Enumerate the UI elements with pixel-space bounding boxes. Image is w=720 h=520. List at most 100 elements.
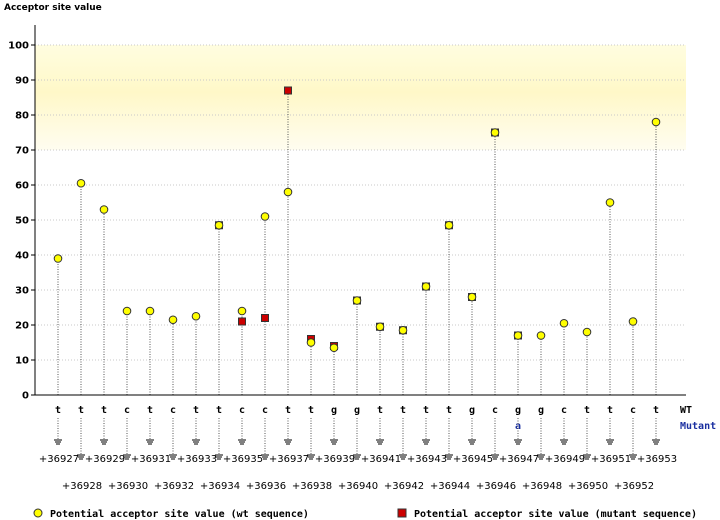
position-label: +36935 — [223, 454, 263, 465]
legend: Potential acceptor site value (wt sequen… — [33, 508, 697, 520]
position-label: +36945 — [453, 454, 493, 465]
wt-row-label: WT — [680, 405, 692, 416]
wt-base: t — [400, 405, 406, 416]
position-label: +36931 — [131, 454, 171, 465]
wt-point — [628, 317, 638, 326]
wt-base: c — [124, 405, 130, 416]
mutant-point — [261, 314, 269, 322]
wt-point — [490, 128, 500, 137]
wt-point — [559, 318, 569, 328]
y-tick-label: 20 — [15, 321, 29, 332]
wt-point — [536, 331, 546, 340]
wt-base: c — [239, 405, 245, 416]
wt-point — [145, 306, 155, 316]
mutant-row-label: Mutant — [680, 421, 716, 432]
wt-base: t — [653, 405, 659, 416]
legend-wt-label: Potential acceptor site value (wt sequen… — [50, 508, 309, 520]
y-tick-label: 10 — [15, 356, 29, 367]
wt-point — [237, 306, 247, 316]
wt-point — [329, 343, 339, 353]
wt-point — [191, 311, 201, 321]
wt-base: t — [377, 405, 383, 416]
y-tick-label: 100 — [8, 41, 29, 52]
wt-point — [260, 212, 270, 221]
wt-point — [53, 254, 63, 263]
wt-point — [651, 117, 661, 127]
wt-base: c — [262, 405, 268, 416]
wt-base: t — [147, 405, 153, 416]
wt-base: t — [216, 405, 222, 416]
position-label: +36930 — [108, 481, 148, 492]
wt-base: c — [630, 405, 636, 416]
wt-base: g — [515, 405, 521, 416]
wt-point — [99, 205, 109, 214]
y-tick-label: 90 — [15, 76, 29, 87]
position-label: +36929 — [85, 454, 125, 465]
position-label: +36942 — [384, 481, 424, 492]
wt-base: t — [285, 405, 291, 416]
wt-base: t — [55, 405, 61, 416]
position-label: +36944 — [430, 481, 470, 492]
position-label: +36951 — [591, 454, 631, 465]
y-tick-label: 40 — [15, 251, 29, 262]
y-tick-label: 60 — [15, 181, 29, 192]
wt-point — [444, 220, 454, 230]
position-label: +36932 — [154, 481, 194, 492]
position-label: +36943 — [407, 454, 447, 465]
position-label: +36949 — [545, 454, 585, 465]
y-tick-label: 80 — [15, 111, 29, 122]
position-label: +36952 — [614, 481, 654, 492]
legend-mutant-label: Potential acceptor site value (mutant se… — [414, 508, 697, 520]
y-tick-label: 0 — [22, 391, 29, 402]
position-label: +36936 — [246, 481, 286, 492]
y-tick-label: 70 — [15, 146, 29, 157]
y-tick-label: 30 — [15, 286, 29, 297]
legend-mutant-marker — [397, 508, 407, 518]
data-marks — [53, 86, 661, 353]
wt-base: t — [584, 405, 590, 416]
position-label: +36934 — [200, 481, 240, 492]
wt-point — [467, 292, 477, 302]
wt-point — [76, 178, 86, 188]
wt-point — [398, 325, 408, 335]
wt-point — [605, 198, 615, 207]
wt-base: t — [423, 405, 429, 416]
wt-base: c — [561, 405, 567, 416]
wt-point — [214, 220, 224, 230]
mutant-point — [284, 86, 292, 95]
gridlines — [35, 44, 686, 361]
position-label: +36948 — [522, 481, 562, 492]
wt-point — [513, 331, 523, 340]
wt-base: c — [170, 405, 176, 416]
wt-point — [582, 327, 592, 337]
wt-point — [352, 296, 362, 305]
wt-point — [421, 282, 431, 291]
y-axis-label: Acceptor site value — [4, 3, 102, 13]
position-label: +36950 — [568, 481, 608, 492]
position-label: +36937 — [269, 454, 309, 465]
wt-base: t — [446, 405, 452, 416]
position-label: +36941 — [361, 454, 401, 465]
position-label: +36947 — [499, 454, 539, 465]
wt-base: t — [308, 405, 314, 416]
position-label: +36938 — [292, 481, 332, 492]
position-label: +36928 — [62, 481, 102, 492]
position-label: +36927 — [39, 454, 79, 465]
wt-base: t — [607, 405, 613, 416]
wt-base: g — [354, 405, 360, 416]
position-label: +36946 — [476, 481, 516, 492]
wt-point — [168, 315, 178, 325]
wt-point — [375, 322, 385, 332]
wt-point — [283, 187, 293, 197]
position-label: +36939 — [315, 454, 355, 465]
wt-base: c — [492, 405, 498, 416]
y-tick-label: 50 — [15, 216, 29, 227]
wt-base: g — [331, 405, 337, 416]
highlight-band — [35, 45, 686, 150]
wt-base: t — [101, 405, 107, 416]
wt-base: g — [538, 405, 544, 416]
x-axis: t +36927 t +36928 t +36929 c +36930 t +36931 c +369… — [31, 394, 686, 492]
y-axis: 0 10 20 30 40 50 60 70 80 90 100 — [8, 25, 36, 402]
wt-point — [306, 338, 316, 347]
